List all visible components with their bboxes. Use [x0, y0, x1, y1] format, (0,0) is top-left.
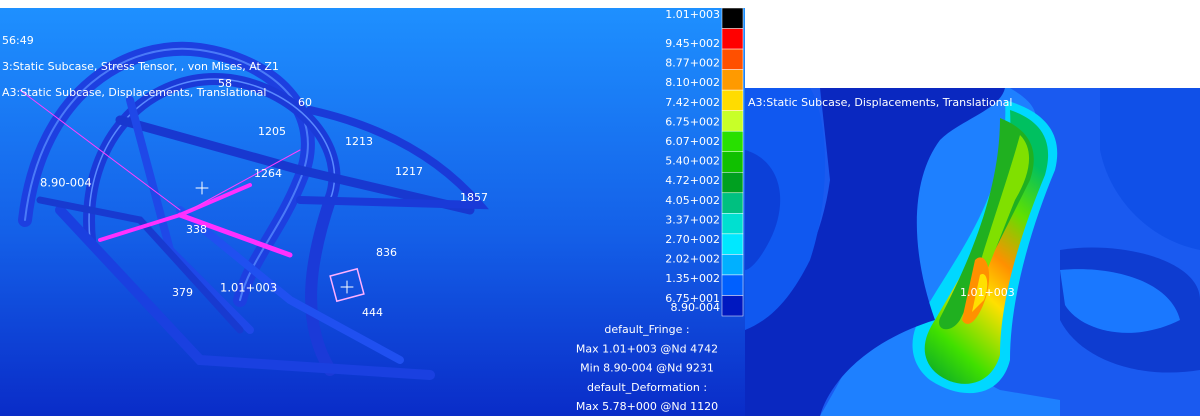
legend-label: 6.75+002: [665, 115, 720, 128]
legend-label: 2.02+002: [665, 253, 720, 266]
viewport-header: 3:Static Subcase, Stress Tensor, , von M…: [2, 60, 279, 73]
legend-label: 7.42+002: [665, 96, 720, 109]
legend-summary: Max 1.01+003 @Nd 4742: [576, 342, 718, 355]
contour-plot: [745, 88, 1200, 416]
node-label: 1217: [395, 165, 423, 178]
node-label: 60: [298, 96, 312, 109]
legend-label: 1.01+003: [665, 8, 720, 21]
legend-swatch: [721, 130, 744, 152]
node-label: 1213: [345, 135, 373, 148]
viewport-header: A3:Static Subcase, Displacements, Transl…: [2, 86, 266, 99]
legend-label: 8.77+002: [665, 57, 720, 70]
node-label: 444: [362, 306, 383, 319]
legend-swatch: [721, 48, 744, 70]
contour-annotation: 8.90-004: [40, 176, 92, 190]
node-label: 58: [218, 77, 232, 90]
legend-summary: Max 5.78+000 @Nd 1120: [576, 400, 718, 413]
legend-swatch: [721, 69, 744, 91]
legend-swatch: [721, 254, 744, 276]
viewport-header: A3:Static Subcase, Displacements, Transl…: [748, 96, 1012, 109]
left-labels: 56:49 3:Static Subcase, Stress Tensor, , …: [2, 34, 488, 319]
legend-label: 6.07+002: [665, 135, 720, 148]
legend-swatch: [721, 274, 744, 296]
legend: 1.01+003 9.45+002 8.77+002 8.10+002 7.42+002…: [576, 7, 744, 413]
legend-swatch: [721, 28, 744, 50]
node-label: 1857: [460, 191, 488, 204]
legend-label: 6.75+001: [665, 292, 720, 305]
legend-label: 8.10+002: [665, 76, 720, 89]
legend-label: 8.90-004: [671, 301, 720, 314]
node-label: 338: [186, 223, 207, 236]
node-label: 836: [376, 246, 397, 259]
legend-swatch: [721, 172, 744, 194]
legend-summary: default_Deformation :: [587, 381, 707, 394]
node-label: 1205: [258, 125, 286, 138]
legend-swatch: [721, 7, 744, 29]
frame-model: [18, 41, 489, 380]
legend-label: 9.45+002: [665, 37, 720, 50]
legend-label: 1.35+002: [665, 272, 720, 285]
legend-swatch: [721, 151, 744, 173]
contour-annotation: 1.01+003: [220, 281, 277, 295]
legend-summary: Min 8.90-004 @Nd 9231: [580, 362, 714, 375]
viewport-header: 56:49: [2, 34, 34, 47]
node-label: 379: [172, 286, 193, 299]
legend-label: 3.37+002: [665, 213, 720, 226]
legend-swatch: [721, 213, 744, 235]
legend-swatch: [721, 110, 744, 132]
node-label: 1264: [254, 167, 282, 180]
max-annotation: 1.01+003: [960, 286, 1015, 299]
legend-label: 4.72+002: [665, 174, 720, 187]
legend-swatch: [721, 295, 744, 317]
legend-label: 4.05+002: [665, 194, 720, 207]
legend-swatch: [721, 233, 744, 255]
legend-label: 2.70+002: [665, 233, 720, 246]
legend-swatch: [721, 89, 744, 111]
legend-summary: default_Fringe :: [604, 323, 689, 336]
legend-label: 5.40+002: [665, 155, 720, 168]
legend-swatch: [721, 192, 744, 214]
